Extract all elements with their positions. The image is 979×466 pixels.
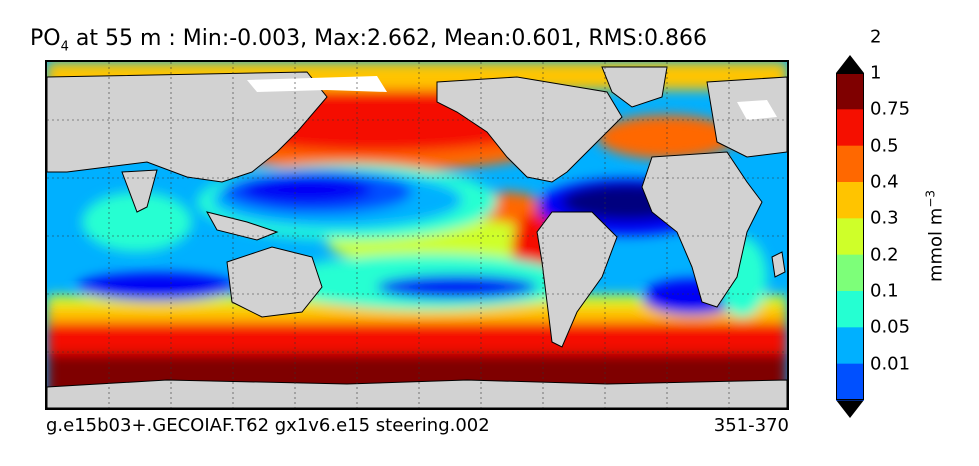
india (121, 169, 158, 213)
map-panel (45, 60, 789, 410)
north-pacific-gyre-deep (242, 176, 372, 204)
colorbar-tick-label: 0.5 (870, 135, 899, 157)
madagascar (771, 251, 786, 278)
colorbar-segment (836, 363, 864, 401)
land-masses (47, 66, 787, 408)
colorbar (836, 55, 864, 418)
greenland (601, 66, 668, 108)
title-subscript: 4 (60, 39, 69, 55)
colorbar-tick-label: 1 (870, 62, 882, 84)
antarctica (47, 379, 787, 408)
units-exponent: −3 (923, 189, 938, 208)
title-stats: at 55 m : Min:-0.003, Max:2.662, Mean:0.… (68, 26, 707, 51)
north-america (436, 76, 623, 183)
colorbar-tick-label: 0.01 (870, 353, 911, 375)
colorbar-tick-label: 0.3 (870, 207, 899, 229)
colorbar-segment (836, 182, 864, 219)
colorbar-tick-label: 0.1 (870, 280, 899, 302)
colorbar-segment (836, 73, 864, 110)
colorbar-segment (836, 145, 864, 183)
colorbar-segment (836, 327, 864, 365)
title-variable: PO (30, 26, 61, 51)
colorbar-tick-label: 0.4 (870, 171, 899, 193)
colorbar-tick-label: 0.75 (870, 98, 911, 120)
sea-ice (247, 76, 777, 120)
colorbar-segment (836, 218, 864, 256)
south-pacific-gyre-blue (377, 275, 537, 299)
colorbar-max-arrow (836, 55, 864, 73)
colorbar-segment (836, 254, 864, 292)
map-title: PO4 at 55 m : Min:-0.003, Max:2.662, Mea… (30, 26, 707, 54)
colorbar-tick-label: 2 (870, 26, 882, 48)
colorbar-tick-label: 0.2 (870, 244, 899, 266)
southern-ocean-orange-band (47, 302, 787, 322)
colorbar-outline (836, 73, 864, 400)
graticule (47, 62, 787, 408)
years-label: 351-370 (713, 415, 789, 436)
colorbar-segment (836, 291, 864, 328)
case-name-label: g.e15b03+.GECOIAF.T62 gx1v6.e15 steering… (46, 415, 490, 436)
sea-ice-hudson (737, 100, 777, 120)
south-america (536, 211, 618, 348)
colorbar-segments (836, 55, 864, 418)
colorbar-min-arrow (836, 400, 864, 418)
map-canvas (47, 62, 787, 408)
colorbar-tick-label: 0.05 (870, 316, 911, 338)
indian-ocean-gyre-blue (77, 273, 237, 301)
indian-ocean-north-cyan (82, 192, 192, 252)
units-label: mmol m−3 (924, 190, 947, 282)
africa (641, 151, 763, 308)
units-base: mmol m (925, 207, 947, 283)
sea-ice-siberia (247, 76, 387, 92)
australia (226, 246, 323, 318)
colorbar-segment (836, 109, 864, 147)
eurasia-east (47, 71, 328, 183)
